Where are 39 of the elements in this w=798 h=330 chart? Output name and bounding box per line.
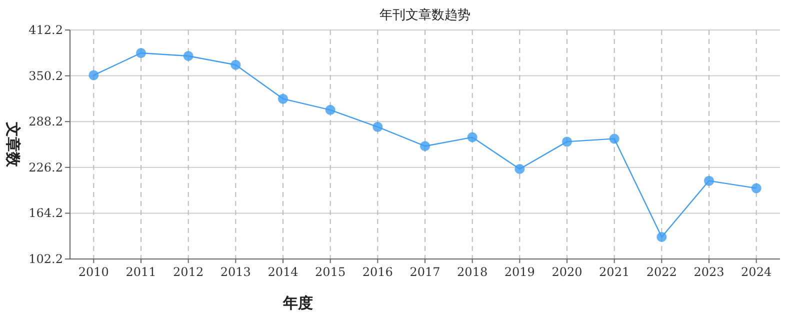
x-tick-label: 2021 [599, 265, 630, 279]
point [751, 183, 762, 194]
x-tick-label: 2011 [126, 265, 156, 279]
y-tick-label: 412.2 [28, 23, 63, 37]
x-tick-label: 2018 [457, 265, 488, 279]
point [325, 104, 336, 115]
point [704, 176, 714, 186]
x-tick-label: 2016 [362, 265, 393, 279]
y-tick-label: 350.2 [28, 68, 63, 83]
point [514, 164, 525, 174]
y-tick-label: 164.2 [28, 206, 63, 220]
x-tick-label: 2023 [694, 265, 724, 279]
point [278, 94, 288, 104]
x-tick-label: 2010 [78, 265, 109, 279]
x-tick-label: 2020 [552, 265, 582, 279]
x-axis-title: 年度 [282, 294, 313, 312]
x-tick-label: 2022 [646, 265, 677, 279]
chart-title: 年刊文章数趋势 [380, 8, 470, 23]
point [656, 232, 667, 242]
point [562, 136, 572, 147]
point [136, 48, 146, 58]
point [420, 141, 430, 152]
point [183, 51, 194, 62]
point [609, 134, 620, 144]
y-tick-label: 288.2 [28, 114, 63, 129]
point [230, 60, 241, 70]
y-tick-label: 226.2 [28, 160, 63, 174]
point [88, 70, 99, 80]
point [467, 132, 478, 142]
x-tick-label: 2013 [220, 265, 251, 279]
x-tick-label: 2012 [173, 265, 204, 279]
x-tick-label: 2024 [741, 265, 772, 279]
y-tick-label: 102.2 [28, 252, 63, 266]
x-tick-label: 2014 [268, 265, 299, 279]
y-axis-title: 文章数 [4, 121, 22, 168]
x-tick-label: 2015 [315, 265, 346, 279]
x-tick-label: 2019 [504, 265, 535, 279]
point [372, 122, 383, 132]
x-tick-label: 2017 [410, 265, 440, 279]
